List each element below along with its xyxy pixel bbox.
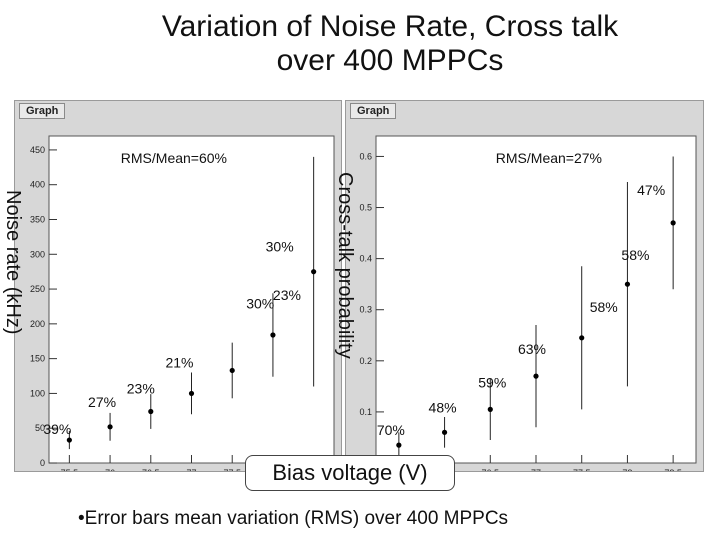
noise-rate-ylabel: Noise rate (kHz)	[2, 190, 24, 335]
data-point	[311, 269, 317, 275]
crosstalk-ylabel: Cross-talk probability	[334, 172, 356, 359]
data-point	[270, 332, 276, 338]
point-percentage-label: 27%	[88, 394, 116, 410]
point-percentage-label: 59%	[478, 374, 506, 390]
y-tick-label: 400	[30, 180, 45, 190]
x-tick-label: 75.5	[61, 468, 79, 471]
data-point	[107, 424, 113, 430]
y-tick-label: 0	[40, 458, 45, 468]
y-tick-label: 0.2	[359, 356, 372, 366]
data-point	[533, 373, 539, 379]
y-tick-label: 300	[30, 249, 45, 259]
x-tick-label: 77	[531, 468, 541, 471]
point-percentage-label: 23%	[273, 287, 301, 303]
y-tick-label: 0.3	[359, 305, 372, 315]
data-point	[188, 390, 195, 397]
noise-rate-chart: 0 50 100 150 200 250 300 350 400 450 75.5 76 76.5 77 7…	[30, 135, 335, 471]
point-percentage-label: 70%	[377, 422, 405, 438]
title-line-2: over 400 MPPCs	[276, 44, 504, 77]
y-tick-label: 0.1	[359, 407, 372, 417]
point-percentage-label: 21%	[165, 354, 193, 370]
point-percentage-label: 63%	[518, 341, 546, 357]
x-tick-label: 77.5	[223, 468, 241, 471]
y-tick-label: 200	[30, 319, 45, 329]
data-point	[229, 367, 235, 374]
point-percentage-label: 58%	[621, 247, 649, 263]
x-tick-label: 78.5	[664, 468, 682, 471]
footnote: •Error bars mean variation (RMS) over 40…	[78, 508, 509, 529]
x-tick-label: 77	[186, 468, 196, 471]
y-tick-label: 250	[30, 284, 45, 294]
y-tick-label: 50	[35, 423, 45, 433]
y-tick-label: 100	[30, 388, 45, 398]
y-tick-label: 0.6	[359, 151, 372, 161]
rms-mean-annotation: RMS/Mean=27%	[496, 150, 602, 166]
crosstalk-panel: Graph 00.10.20.30.40.50.675.57676.57777.…	[345, 100, 704, 472]
point-percentage-label: 47%	[637, 182, 665, 198]
panel-title: Graph	[19, 103, 66, 119]
x-tick-label: 77.5	[573, 468, 591, 471]
data-point	[396, 442, 402, 448]
data-point	[66, 437, 72, 443]
y-tick-label: 0.5	[359, 203, 372, 213]
y-tick-label: 450	[30, 145, 45, 155]
x-tick-label: 76.5	[482, 468, 500, 471]
bias-voltage-label: Bias voltage (V)	[245, 455, 455, 491]
x-tick-label: 76.5	[142, 468, 160, 471]
y-tick-label: 0.4	[359, 254, 372, 264]
data-point	[624, 281, 631, 287]
noise-rate-panel: Graph 0 50 100 150 200 250 300 350 400 450 75.5 76 7…	[14, 100, 342, 472]
panel-title: Graph	[350, 103, 397, 119]
y-tick-label: 350	[30, 214, 45, 224]
data-point	[148, 408, 154, 415]
rms-mean-annotation: RMS/Mean=60%	[121, 150, 227, 166]
data-point	[441, 429, 448, 435]
x-tick-label: 78	[622, 468, 632, 471]
data-point	[579, 335, 585, 341]
point-percentage-label: 30%	[266, 239, 294, 255]
crosstalk-chart: 00.10.20.30.40.50.675.57676.57777.57878.…	[359, 135, 697, 471]
y-tick-label: 150	[30, 354, 45, 364]
data-point	[487, 406, 493, 412]
point-percentage-label: 39%	[43, 421, 71, 437]
point-percentage-label: 58%	[590, 299, 618, 315]
x-tick-label: 76	[105, 468, 115, 471]
data-point	[670, 220, 676, 226]
point-percentage-label: 23%	[127, 381, 155, 397]
point-percentage-label: 48%	[429, 399, 457, 415]
point-percentage-label: 30%	[246, 295, 274, 311]
title-line-1: Variation of Noise Rate, Cross talk	[161, 10, 619, 43]
